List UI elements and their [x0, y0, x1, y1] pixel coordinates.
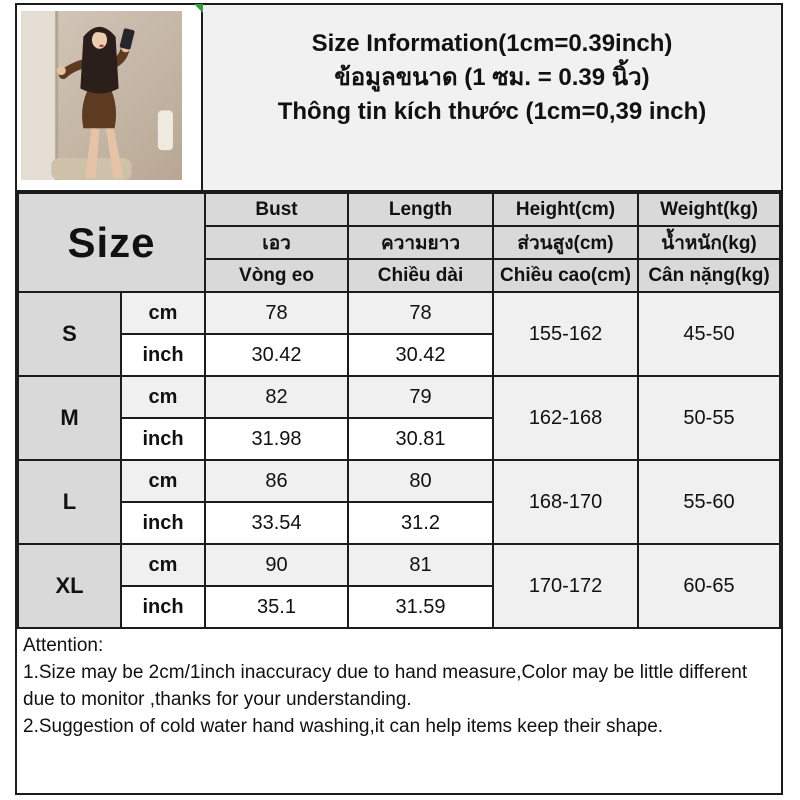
header-row-english: Size Bust Length Height(cm) Weight(kg) — [16, 192, 781, 293]
col-weight-th: น้ำหนัก(kg) — [637, 225, 781, 260]
s-bust-inch: 30.42 — [204, 333, 350, 377]
col-bust-th: เอว — [204, 225, 350, 260]
unit-cm: cm — [119, 459, 207, 503]
col-height-vi: Chiều cao(cm) — [492, 258, 640, 293]
s-bust-cm: 78 — [204, 291, 350, 335]
l-length-cm: 80 — [347, 459, 495, 503]
size-row-s-cm: S cm 78 78 155-162 45-50 — [17, 291, 781, 377]
l-length-inch: 31.2 — [347, 501, 495, 545]
green-corner-mark — [194, 4, 203, 13]
size-row-m-inch: inch 31.98 30.81 — [18, 417, 780, 461]
xl-bust-cm: 90 — [204, 543, 350, 587]
col-height-th: ส่วนสูง(cm) — [492, 225, 640, 260]
size-label-l: L — [17, 459, 122, 545]
size-label-xl: XL — [17, 543, 122, 629]
m-bust-inch: 31.98 — [204, 417, 350, 461]
m-weight: 50-55 — [637, 375, 781, 461]
size-header-cell: Size — [16, 192, 207, 293]
xl-bust-inch: 35.1 — [204, 585, 350, 629]
unit-inch: inch — [119, 333, 207, 377]
size-row-l-inch: inch 33.54 31.2 — [18, 501, 780, 545]
header-row-vietnamese: Vòng eo Chiều dài Chiều cao(cm) Cân nặng… — [18, 258, 781, 293]
title-english: Size Information(1cm=0.39inch) — [311, 29, 673, 57]
s-length-inch: 30.42 — [347, 333, 495, 377]
unit-cm: cm — [119, 543, 207, 587]
unit-inch: inch — [119, 585, 207, 629]
top-section: Size Information(1cm=0.39inch) ข้อมูลขนา… — [17, 5, 781, 192]
m-bust-cm: 82 — [204, 375, 350, 419]
size-chart-frame: Size Information(1cm=0.39inch) ข้อมูลขนา… — [15, 3, 783, 795]
col-bust-en: Bust — [204, 192, 350, 227]
col-weight-en: Weight(kg) — [637, 192, 781, 227]
xl-weight: 60-65 — [637, 543, 781, 629]
attention-note-2: 2.Suggestion of cold water hand washing,… — [23, 716, 664, 737]
unit-inch: inch — [119, 501, 207, 545]
col-bust-vi: Vòng eo — [204, 258, 350, 293]
product-photo — [17, 5, 203, 190]
xl-height: 170-172 — [492, 543, 640, 629]
s-weight: 45-50 — [637, 291, 781, 377]
title-vietnamese: Thông tin kích thước (1cm=0,39 inch) — [277, 97, 707, 125]
s-length-cm: 78 — [347, 291, 495, 335]
attention-section: Attention: 1.Size may be 2cm/1inch inacc… — [17, 629, 781, 793]
m-length-inch: 30.81 — [347, 417, 495, 461]
unit-inch: inch — [119, 417, 207, 461]
xl-length-cm: 81 — [347, 543, 495, 587]
col-length-en: Length — [347, 192, 495, 227]
size-row-l-cm: L cm 86 80 168-170 55-60 — [17, 459, 781, 545]
m-height: 162-168 — [492, 375, 640, 461]
attention-heading: Attention: — [23, 635, 104, 656]
size-row-m-cm: M cm 82 79 162-168 50-55 — [17, 375, 781, 461]
model-photo-illustration — [21, 11, 182, 180]
title-thai: ข้อมูลขนาด (1 ซม. = 0.39 นิ้ว) — [334, 63, 650, 91]
s-height: 155-162 — [492, 291, 640, 377]
l-height: 168-170 — [492, 459, 640, 545]
size-row-s-inch: inch 30.42 30.42 — [18, 333, 780, 377]
header-row-thai: เอว ความยาว ส่วนสูง(cm) น้ำหนัก(kg) — [18, 225, 781, 260]
size-row-xl-cm: XL cm 90 81 170-172 60-65 — [17, 543, 781, 629]
l-bust-cm: 86 — [204, 459, 350, 503]
unit-cm: cm — [119, 375, 207, 419]
attention-note-1: 1.Size may be 2cm/1inch inaccuracy due t… — [23, 662, 748, 710]
l-bust-inch: 33.54 — [204, 501, 350, 545]
size-table: Size Bust Length Height(cm) Weight(kg) เ… — [16, 192, 781, 629]
col-length-vi: Chiều dài — [347, 258, 495, 293]
size-row-xl-inch: inch 35.1 31.59 — [18, 585, 780, 629]
unit-cm: cm — [119, 291, 207, 335]
size-label-s: S — [17, 291, 122, 377]
m-length-cm: 79 — [347, 375, 495, 419]
col-weight-vi: Cân nặng(kg) — [637, 258, 781, 293]
col-length-th: ความยาว — [347, 225, 495, 260]
title-block: Size Information(1cm=0.39inch) ข้อมูลขนา… — [203, 5, 781, 190]
xl-length-inch: 31.59 — [347, 585, 495, 629]
l-weight: 55-60 — [637, 459, 781, 545]
size-label-m: M — [17, 375, 122, 461]
col-height-en: Height(cm) — [492, 192, 640, 227]
